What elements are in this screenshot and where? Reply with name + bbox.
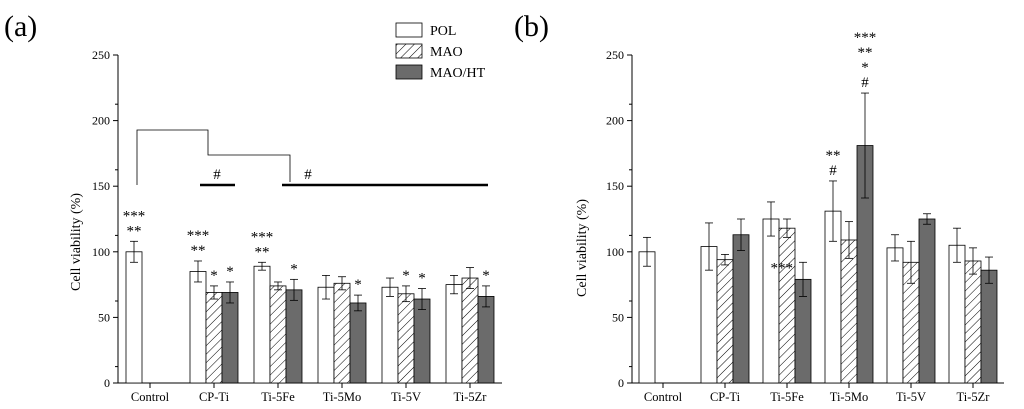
panel-a-x-tick-label: Ti-5Fe bbox=[261, 390, 295, 404]
panel-b-bar-mao bbox=[778, 227, 796, 384]
panel-a-bar-pol bbox=[317, 286, 335, 384]
panel-b-significance-mark: # bbox=[829, 163, 837, 179]
panel-b-axes: 0 50 100 150 200 250 Control CP-Ti Ti-5Fe Ti-5Mo T… bbox=[606, 48, 1004, 404]
panel-b-bar-mao-ht bbox=[918, 218, 936, 384]
panel-b-y-tick-label: 50 bbox=[612, 310, 624, 324]
panel-a-significance-mark: * bbox=[482, 268, 490, 284]
panel-b-significance-mark: * bbox=[861, 60, 869, 76]
panel-a-y-tick-label: 150 bbox=[92, 179, 110, 193]
panel-b-bar-mao bbox=[964, 260, 982, 384]
panel-a-bar-mao-ht bbox=[413, 298, 431, 384]
panel-b-bar-pol bbox=[638, 251, 656, 384]
panel-a-bar-mao-ht bbox=[477, 296, 495, 384]
panel-b-y-tick-label: 150 bbox=[606, 179, 624, 193]
panel-b-significance-mark: *** bbox=[771, 260, 794, 276]
panel-b-y-tick-label: 0 bbox=[618, 376, 624, 390]
panel-b-y-tick-label: 100 bbox=[606, 245, 624, 259]
panel-a-bars bbox=[125, 240, 495, 384]
panel-b-x-tick-label: Control bbox=[644, 390, 683, 404]
panel-a-significance-mark: * bbox=[418, 271, 426, 287]
panel-a-significance-mark: ** bbox=[127, 223, 142, 239]
panel-a-bar-pol bbox=[189, 271, 207, 384]
panel-b-significance-mark: *** bbox=[854, 30, 877, 46]
panel-a: (a) Cell viability (%) 0 50 100 150 200 250 Co… bbox=[4, 10, 502, 404]
panel-a-significance-mark: *** bbox=[251, 229, 274, 245]
panel-b-bar-pol bbox=[762, 218, 780, 384]
panel-a-label: (a) bbox=[4, 10, 37, 43]
panel-b-bar-mao bbox=[840, 239, 858, 384]
panel-a-x-tick-label: Ti-5Mo bbox=[323, 390, 361, 404]
panel-a-bar-mao-ht bbox=[349, 302, 367, 384]
panel-a-bar-mao-ht bbox=[285, 289, 303, 384]
panel-a-x-tick-label: Ti-5V bbox=[391, 390, 421, 404]
panel-b-significance-mark: ** bbox=[826, 148, 841, 164]
panel-a-y-tick-label: 200 bbox=[92, 114, 110, 128]
legend-label-mao: MAO bbox=[430, 45, 463, 60]
panel-a-bar-mao bbox=[269, 285, 287, 384]
legend-label-mao-ht: MAO/HT bbox=[430, 66, 486, 81]
panel-a-bar-mao bbox=[205, 292, 223, 384]
panel-a-bar-pol bbox=[445, 284, 463, 384]
panel-b-bar-pol bbox=[886, 247, 904, 384]
legend-swatch-mao bbox=[395, 43, 423, 59]
panel-a-y-tick-label: 50 bbox=[98, 310, 110, 324]
panel-a-x-tick-label: Ti-5Zr bbox=[454, 390, 488, 404]
panel-a-bracket-mark-2: # bbox=[304, 167, 312, 183]
panel-a-y-tick-label: 0 bbox=[104, 376, 110, 390]
panel-a-x-tick-label: CP-Ti bbox=[199, 390, 230, 404]
panel-a-bar-mao bbox=[461, 277, 479, 384]
panel-a-y-tick-label: 100 bbox=[92, 245, 110, 259]
panel-b-bar-pol bbox=[948, 244, 966, 384]
panel-a-significance-mark: * bbox=[290, 261, 298, 277]
panel-a-bar-pol bbox=[253, 265, 271, 384]
panel-a-significance-mark: *** bbox=[187, 228, 210, 244]
panel-a-significance-mark: ** bbox=[255, 244, 270, 260]
panel-a-significance-mark: ** bbox=[191, 243, 206, 259]
panel-a-significance-mark: *** bbox=[123, 208, 146, 224]
panel-b-x-tick-label: CP-Ti bbox=[710, 390, 741, 404]
panel-a-bar-pol bbox=[381, 286, 399, 384]
panel-b-annotations: *****#******# bbox=[771, 30, 877, 276]
panel-b-significance-mark: ** bbox=[858, 45, 873, 61]
legend-swatch-pol bbox=[395, 22, 423, 38]
panel-a-annotations: ***** ****** ********* * * bbox=[123, 208, 490, 293]
legend-swatch-mao-ht bbox=[395, 64, 423, 80]
panel-b-bar-mao-ht bbox=[732, 234, 750, 384]
panel-a-x-tick-label: Control bbox=[131, 390, 170, 404]
panel-a-bar-mao bbox=[397, 293, 415, 384]
panel-b-y-tick-label: 250 bbox=[606, 48, 624, 62]
panel-b-x-tick-label: Ti-5Mo bbox=[830, 390, 868, 404]
legend: POL MAO MAO/HT bbox=[395, 22, 486, 81]
panel-b-y-axis-label: Cell viability (%) bbox=[575, 199, 590, 297]
panel-b-label: (b) bbox=[514, 10, 549, 43]
panel-a-bracket-mark-1: # bbox=[213, 167, 221, 183]
panel-b-bar-mao-ht bbox=[980, 269, 998, 384]
panel-a-significance-mark: * bbox=[402, 268, 410, 284]
panel-a-significance-mark: * bbox=[226, 264, 234, 280]
panel-a-axes: 0 50 100 150 200 250 Control CP-Ti Ti-5Fe Ti-5Mo T… bbox=[92, 48, 502, 404]
panel-a-significance-mark: * bbox=[354, 277, 362, 293]
legend-label-pol: POL bbox=[430, 24, 456, 39]
panel-b-x-tick-label: Ti-5Fe bbox=[770, 390, 804, 404]
panel-a-bar-mao-ht bbox=[221, 292, 239, 384]
panel-a-significance-mark: * bbox=[210, 268, 218, 284]
panel-a-bar-pol bbox=[125, 251, 143, 384]
panel-b-bar-mao bbox=[716, 259, 734, 384]
panel-b-y-tick-label: 200 bbox=[606, 114, 624, 128]
panel-a-bar-mao bbox=[333, 282, 351, 384]
panel-b: (b) Cell viability (%) 0 50 100 150 200 250 Co… bbox=[514, 10, 1004, 404]
panel-a-y-tick-label: 250 bbox=[92, 48, 110, 62]
panel-b-bars bbox=[638, 92, 998, 384]
panel-a-significance-brackets: # # bbox=[136, 129, 488, 187]
panel-b-x-tick-label: Ti-5V bbox=[896, 390, 926, 404]
panel-b-significance-mark: # bbox=[861, 75, 869, 91]
panel-b-x-tick-label: Ti-5Zr bbox=[957, 390, 991, 404]
panel-a-y-axis-label: Cell viability (%) bbox=[69, 193, 84, 291]
